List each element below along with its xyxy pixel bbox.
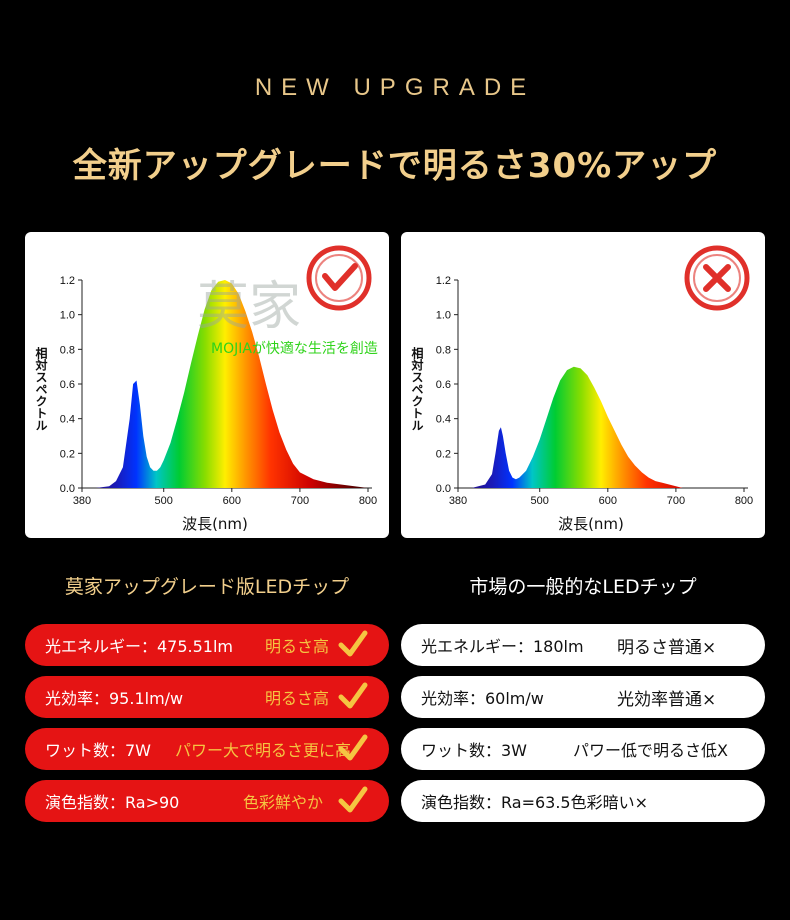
y-axis-label: 相対スペクトル [410,346,424,431]
spectrum-chart-left-svg: 0.0 0.2 0.4 0.6 0.8 1.0 1.2 380 500 600 700 800 波長(n… [34,245,378,533]
y-tick-label: 0.2 [436,448,451,460]
market-row: 光効率：60lm/w 光効率普通× [401,676,765,718]
spectrum-chart-market: 0.0 0.2 0.4 0.6 0.8 1.0 1.2 380 500 600 700 800 波長(n… [401,232,765,538]
upgraded-row: 演色指数：Ra>90 色彩鮮やか [25,780,389,822]
row-label: ワット数：3W [421,741,528,760]
checkmark-icon [338,630,368,657]
spectrum-area-upgraded [82,280,368,488]
spectrum-chart-right-svg: 0.0 0.2 0.4 0.6 0.8 1.0 1.2 380 500 600 700 800 波長(n… [410,245,753,533]
row-note: パワー低で明るさ低X [573,741,728,760]
x-tick-label: 700 [667,495,685,507]
x-tick-label: 380 [73,495,91,507]
x-tick-label: 500 [531,495,549,507]
row-note: 明るさ高 [265,689,330,708]
y-tick-label: 1.2 [60,275,75,287]
watermark-text: 莫家 [197,277,301,337]
x-tick-label: 800 [359,495,377,507]
row-label: 光効率：60lm/w [421,689,544,708]
y-tick-label: 0.6 [436,379,451,391]
x-tick-label: 380 [449,495,467,507]
market-chip-title: 市場の一般的なLEDチップ [469,576,697,598]
checkmark-icon [338,786,368,813]
y-axis-label: 相対スペクトル [34,346,48,431]
y-tick-label: 0.8 [60,344,75,356]
upgraded-row: ワット数：7W パワー大で明るさ更に高 [25,728,389,770]
y-tick-label: 0.8 [436,344,451,356]
x-axis-label: 波長(nm) [558,515,624,533]
x-axis-label: 波長(nm) [182,515,248,533]
row-label: 演色指数：Ra=63.5色彩暗い× [421,793,649,812]
x-tick-label: 800 [735,495,753,507]
x-tick-label: 500 [155,495,173,507]
row-note: 明るさ普通× [617,637,717,658]
check-circle-icon [306,245,372,311]
y-tick-label: 1.0 [60,310,75,322]
x-tick-label: 600 [223,495,241,507]
upgraded-chip-title: 莫家アップグレード版LEDチップ [64,576,350,598]
row-label: ワット数：7W [45,741,152,760]
row-note: 明るさ高 [265,637,330,656]
y-tick-label: 1.0 [436,310,451,322]
row-note: 光効率普通× [617,689,717,710]
y-tick-label: 1.2 [436,275,451,287]
row-label: 光効率：95.1lm/w [45,689,184,708]
checkmark-icon [338,734,368,761]
y-tick-label: 0.0 [60,483,75,495]
x-tick-label: 700 [291,495,309,507]
row-note: 色彩鮮やか [243,793,324,812]
y-tick-label: 0.4 [60,414,75,426]
page-title: 全新アップグレードで明るさ30%アップ [72,146,718,186]
row-label: 光エネルギー：475.51lm [45,637,234,656]
upgraded-row: 光効率：95.1lm/w 明るさ高 [25,676,389,718]
spectrum-area-market [458,366,683,488]
market-row: 光エネルギー：180lm 明るさ普通× [401,624,765,666]
y-tick-label: 0.0 [436,483,451,495]
x-tick-label: 600 [599,495,617,507]
row-label: 光エネルギー：180lm [421,637,584,656]
spectrum-chart-upgraded: 0.0 0.2 0.4 0.6 0.8 1.0 1.2 380 500 600 700 800 波長(n… [25,232,389,538]
watermark-slogan: MOJIAが快適な生活を創造 [211,340,378,357]
y-tick-label: 0.6 [60,379,75,391]
row-note: パワー大で明るさ更に高 [175,741,352,760]
upgraded-row: 光エネルギー：475.51lm 明るさ高 [25,624,389,666]
cross-circle-icon [684,245,750,311]
upgrade-heading: NEW UPGRADE [254,74,536,101]
y-tick-label: 0.2 [60,448,75,460]
market-row: ワット数：3W パワー低で明るさ低X [401,728,765,770]
checkmark-icon [338,682,368,709]
market-row: 演色指数：Ra=63.5色彩暗い× [401,780,765,822]
y-tick-label: 0.4 [436,414,451,426]
row-label: 演色指数：Ra>90 [45,793,180,812]
